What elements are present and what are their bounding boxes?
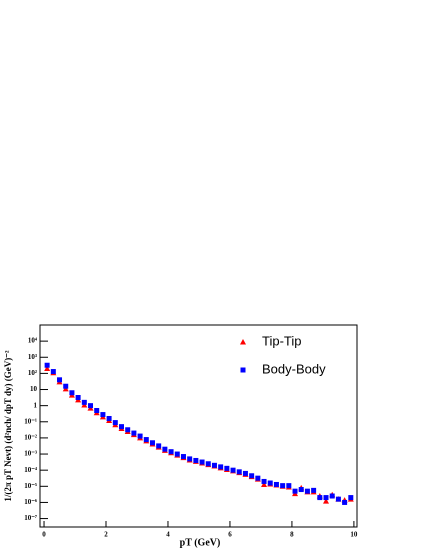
data-point	[125, 427, 131, 433]
data-point	[156, 443, 162, 449]
x-axis-label: pT (GeV)	[180, 537, 221, 548]
x-tick-label: 0	[42, 531, 46, 539]
data-point	[323, 495, 329, 501]
data-point	[261, 478, 267, 484]
data-point	[205, 461, 211, 467]
data-point	[292, 488, 298, 494]
y-tick-label: 10⁻³	[24, 450, 37, 458]
data-point	[143, 437, 149, 443]
data-point	[280, 483, 286, 489]
data-point	[242, 470, 248, 476]
legend-label: Tip-Tip	[262, 333, 301, 348]
y-tick-label: 10²	[28, 369, 37, 377]
data-point	[168, 449, 174, 455]
data-point	[249, 473, 255, 479]
data-point	[298, 487, 304, 493]
data-point	[149, 440, 155, 446]
y-tick-label: 1	[34, 401, 38, 409]
data-point	[342, 499, 348, 505]
data-point	[88, 403, 94, 409]
data-point	[75, 395, 81, 401]
data-point	[329, 493, 335, 499]
data-point	[187, 456, 193, 462]
data-point	[112, 420, 118, 426]
data-point	[69, 390, 75, 396]
x-tick-label: 6	[228, 531, 232, 539]
data-point	[317, 495, 323, 501]
data-point	[63, 383, 69, 389]
data-point	[261, 481, 268, 487]
y-tick-label: 10	[30, 385, 38, 393]
data-point	[199, 459, 205, 465]
data-point	[81, 399, 87, 405]
y-tick-label: 10⁻⁷	[24, 514, 37, 522]
y-axis-label: 1/(2π pT Nevt) (d²nch/ dpT dy) (GeV)⁻²	[3, 350, 13, 502]
y-tick-label: 10⁻¹	[24, 417, 37, 425]
data-point	[273, 481, 279, 487]
data-point	[304, 488, 310, 494]
legend-label: Body-Body	[262, 361, 326, 376]
data-point	[137, 433, 143, 439]
y-tick-label: 10⁻⁶	[24, 498, 37, 506]
data-point	[50, 369, 56, 375]
data-point	[255, 475, 261, 481]
data-point	[162, 446, 168, 452]
legend-marker	[240, 367, 246, 373]
data-point	[100, 412, 106, 418]
plot-frame	[39, 324, 358, 528]
data-point	[211, 462, 217, 468]
y-tick-label: 10⁻⁵	[24, 482, 37, 490]
data-point	[267, 480, 273, 486]
x-tick-label: 10	[350, 531, 358, 539]
data-point	[131, 430, 137, 436]
data-point	[57, 377, 63, 383]
data-point	[106, 415, 112, 421]
y-tick-label: 10⁻⁴	[24, 466, 38, 474]
data-point	[193, 457, 199, 463]
data-point	[236, 469, 242, 475]
data-point	[180, 454, 186, 460]
legend-marker	[240, 339, 246, 345]
data-point	[174, 451, 180, 457]
data-point	[44, 362, 50, 368]
x-tick-label: 2	[104, 531, 108, 539]
data-point	[323, 498, 330, 504]
data-point	[286, 483, 292, 489]
x-tick-label: 4	[166, 531, 170, 539]
y-tick-label: 10⁴	[28, 337, 38, 345]
x-tick-label: 8	[290, 531, 294, 539]
data-point	[224, 465, 230, 471]
y-tick-label: 10³	[28, 353, 37, 361]
data-point	[94, 408, 100, 414]
data-point	[311, 487, 317, 493]
data-point	[335, 496, 341, 502]
y-tick-label: 10⁻²	[24, 434, 37, 442]
data-point	[118, 424, 124, 430]
data-point	[230, 467, 236, 473]
data-point	[44, 365, 51, 372]
data-point	[218, 464, 224, 470]
data-point	[348, 495, 354, 501]
